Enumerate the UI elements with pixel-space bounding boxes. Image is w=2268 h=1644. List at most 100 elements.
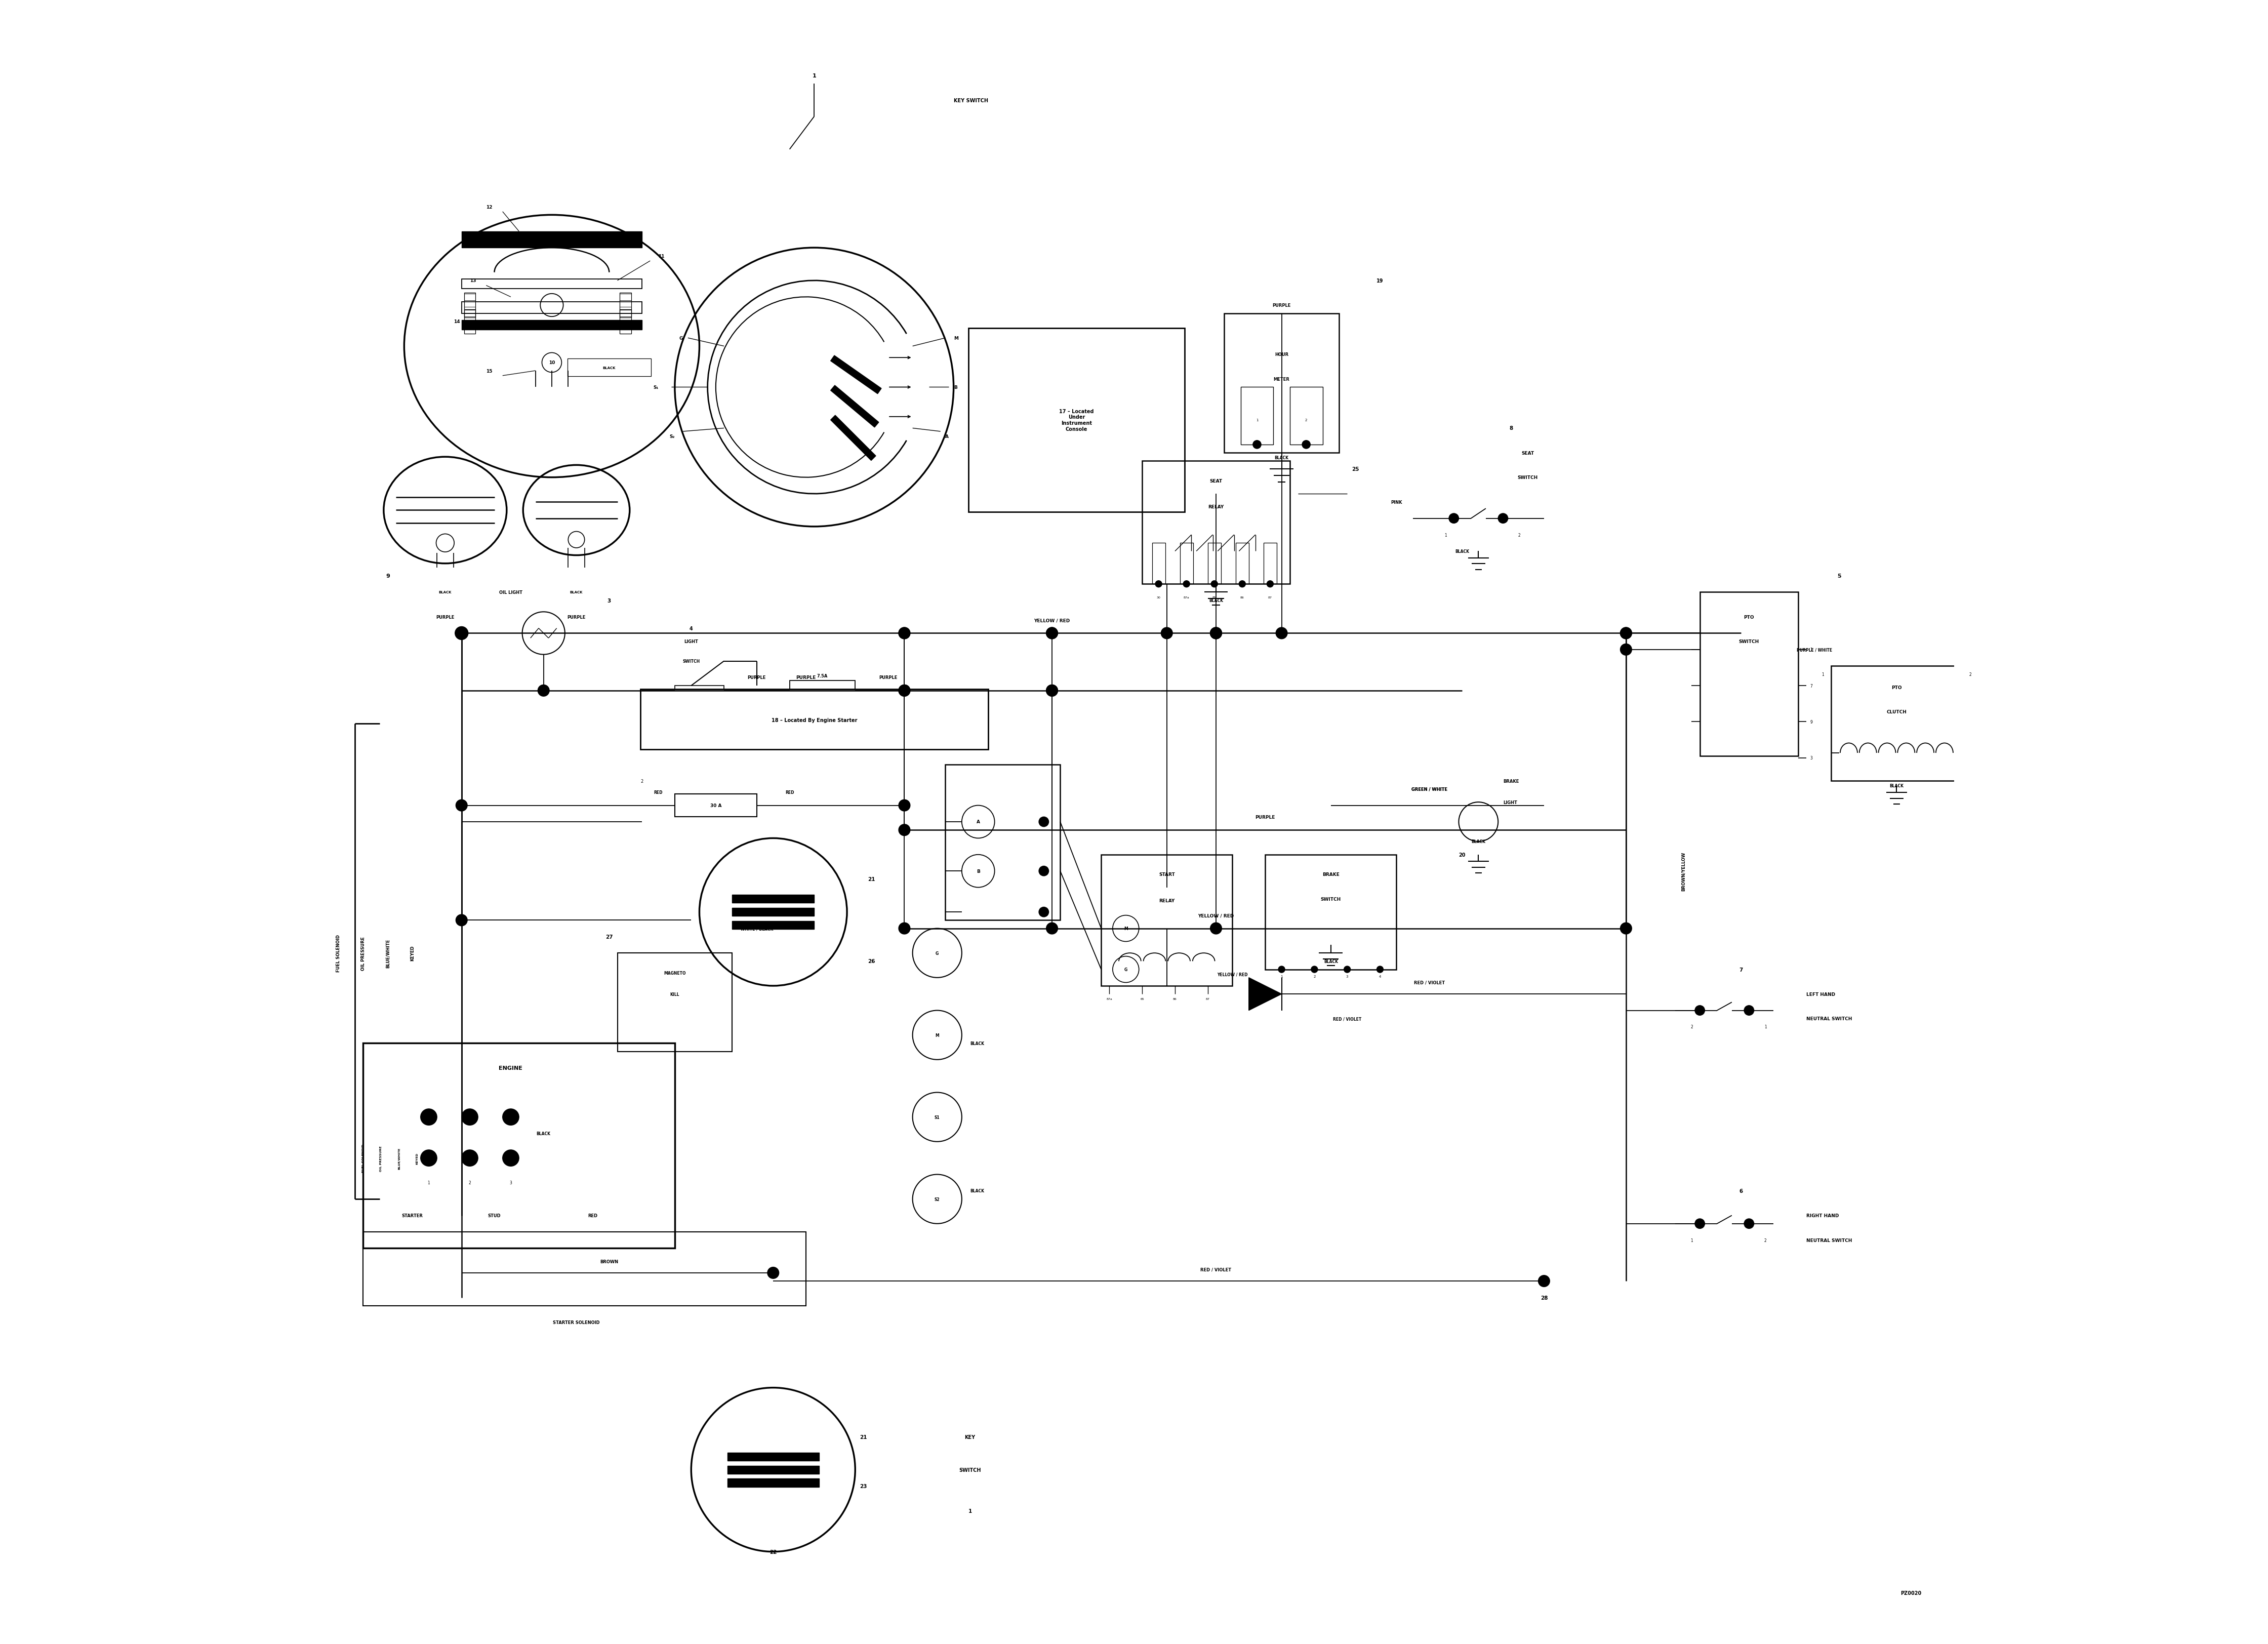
Text: 11: 11 bbox=[658, 253, 665, 258]
Circle shape bbox=[1238, 580, 1245, 587]
Circle shape bbox=[1211, 580, 1218, 587]
Text: G: G bbox=[1125, 967, 1127, 972]
Bar bbox=[463, 232, 642, 248]
Text: 28: 28 bbox=[1540, 1295, 1547, 1300]
Text: 1: 1 bbox=[1445, 533, 1447, 538]
Text: 23: 23 bbox=[860, 1483, 866, 1489]
Circle shape bbox=[503, 1149, 519, 1166]
Text: 1: 1 bbox=[429, 1180, 431, 1185]
Text: 2: 2 bbox=[1765, 1238, 1767, 1243]
Text: 4: 4 bbox=[689, 626, 694, 631]
Text: BLACK: BLACK bbox=[438, 590, 451, 593]
Text: PURPLE / WHITE: PURPLE / WHITE bbox=[1796, 648, 1833, 653]
Text: 15: 15 bbox=[485, 368, 492, 373]
Text: 26: 26 bbox=[869, 958, 875, 963]
Text: FUEL SOLENOID: FUEL SOLENOID bbox=[336, 934, 340, 972]
Text: BROWN/YELLOW: BROWN/YELLOW bbox=[1681, 852, 1685, 891]
Text: STUD: STUD bbox=[488, 1213, 501, 1218]
Text: 1: 1 bbox=[1810, 648, 1812, 653]
Bar bbox=[1152, 543, 1166, 584]
Text: A: A bbox=[946, 434, 948, 439]
Circle shape bbox=[1161, 628, 1173, 640]
Text: 19: 19 bbox=[1377, 278, 1383, 283]
Text: KEYED: KEYED bbox=[411, 945, 415, 962]
Text: 7: 7 bbox=[1810, 684, 1812, 689]
Text: METER: METER bbox=[1275, 376, 1290, 381]
Text: 2: 2 bbox=[1690, 1024, 1692, 1029]
Text: BLACK: BLACK bbox=[1472, 840, 1486, 843]
Bar bbox=[465, 309, 476, 334]
Text: 25: 25 bbox=[1352, 467, 1359, 472]
Circle shape bbox=[1619, 644, 1631, 656]
Circle shape bbox=[1694, 1218, 1706, 1228]
Text: 21: 21 bbox=[869, 876, 875, 881]
Text: CLUTCH: CLUTCH bbox=[1887, 710, 1907, 715]
Text: BLUE/WHITE: BLUE/WHITE bbox=[386, 939, 390, 968]
Text: RIGHT HAND: RIGHT HAND bbox=[1805, 1213, 1839, 1218]
Text: 22: 22 bbox=[769, 1549, 778, 1554]
Circle shape bbox=[1694, 1006, 1706, 1016]
Circle shape bbox=[463, 1110, 479, 1126]
Text: 87: 87 bbox=[1207, 998, 1209, 1000]
Text: 17 – Located
Under
Instrument
Console: 17 – Located Under Instrument Console bbox=[1059, 409, 1093, 432]
Text: KEY: KEY bbox=[964, 1434, 975, 1440]
Text: S₁: S₁ bbox=[653, 385, 658, 390]
Text: 1: 1 bbox=[1821, 672, 1823, 677]
Bar bbox=[1830, 666, 1962, 781]
Circle shape bbox=[1449, 513, 1458, 523]
Text: B: B bbox=[953, 385, 957, 390]
Text: 1: 1 bbox=[968, 1508, 971, 1512]
Circle shape bbox=[1211, 628, 1222, 640]
Text: RED / VIOLET: RED / VIOLET bbox=[1413, 980, 1445, 985]
Text: PZ0020: PZ0020 bbox=[1901, 1590, 1921, 1595]
Circle shape bbox=[1377, 967, 1383, 973]
Text: 30: 30 bbox=[1157, 597, 1161, 598]
Text: YELLOW / RED: YELLOW / RED bbox=[1218, 972, 1247, 977]
Bar bbox=[676, 686, 723, 702]
Text: PTO: PTO bbox=[1744, 615, 1753, 620]
Text: 87a: 87a bbox=[1107, 998, 1111, 1000]
Circle shape bbox=[1311, 967, 1318, 973]
Text: SWITCH: SWITCH bbox=[1517, 475, 1538, 480]
Text: BLACK: BLACK bbox=[1325, 958, 1338, 963]
Text: SEAT: SEAT bbox=[1522, 450, 1533, 455]
Bar bbox=[1179, 543, 1193, 584]
Text: 9: 9 bbox=[1810, 720, 1812, 725]
Bar bbox=[946, 764, 1059, 921]
Text: 7: 7 bbox=[1740, 967, 1742, 972]
Circle shape bbox=[1499, 513, 1508, 523]
Circle shape bbox=[1039, 866, 1048, 876]
Text: KEY SWITCH: KEY SWITCH bbox=[953, 99, 989, 104]
Circle shape bbox=[898, 824, 909, 835]
Text: BRAKE: BRAKE bbox=[1504, 779, 1520, 783]
Text: SWITCH: SWITCH bbox=[683, 659, 701, 664]
Text: 65: 65 bbox=[1141, 998, 1143, 1000]
Circle shape bbox=[1538, 1276, 1549, 1287]
Text: G: G bbox=[937, 950, 939, 955]
Circle shape bbox=[1279, 967, 1286, 973]
Text: RELAY: RELAY bbox=[1209, 505, 1225, 510]
Circle shape bbox=[420, 1110, 438, 1126]
Text: M: M bbox=[1125, 926, 1127, 931]
Text: PURPLE: PURPLE bbox=[748, 676, 767, 681]
Text: BRAKE: BRAKE bbox=[1322, 873, 1340, 876]
Text: 14: 14 bbox=[454, 319, 460, 324]
Text: BLACK: BLACK bbox=[1275, 455, 1288, 460]
Text: PURPLE: PURPLE bbox=[796, 676, 816, 681]
Circle shape bbox=[456, 914, 467, 926]
Bar bbox=[830, 355, 882, 395]
Text: BLACK: BLACK bbox=[971, 1189, 984, 1194]
Text: S2: S2 bbox=[934, 1197, 939, 1202]
Bar bbox=[463, 302, 642, 314]
Text: SEAT: SEAT bbox=[1209, 478, 1222, 483]
Text: 9: 9 bbox=[386, 574, 390, 579]
Text: 21: 21 bbox=[860, 1434, 866, 1440]
Text: HOUR: HOUR bbox=[1275, 352, 1288, 357]
Text: 30 A: 30 A bbox=[710, 804, 721, 807]
Bar bbox=[676, 794, 758, 817]
Text: MAGNETO: MAGNETO bbox=[665, 970, 685, 975]
Text: 87a: 87a bbox=[1184, 597, 1188, 598]
Text: 1: 1 bbox=[812, 74, 816, 79]
Text: RED / VIOLET: RED / VIOLET bbox=[1334, 1016, 1361, 1021]
Bar bbox=[1236, 543, 1250, 584]
